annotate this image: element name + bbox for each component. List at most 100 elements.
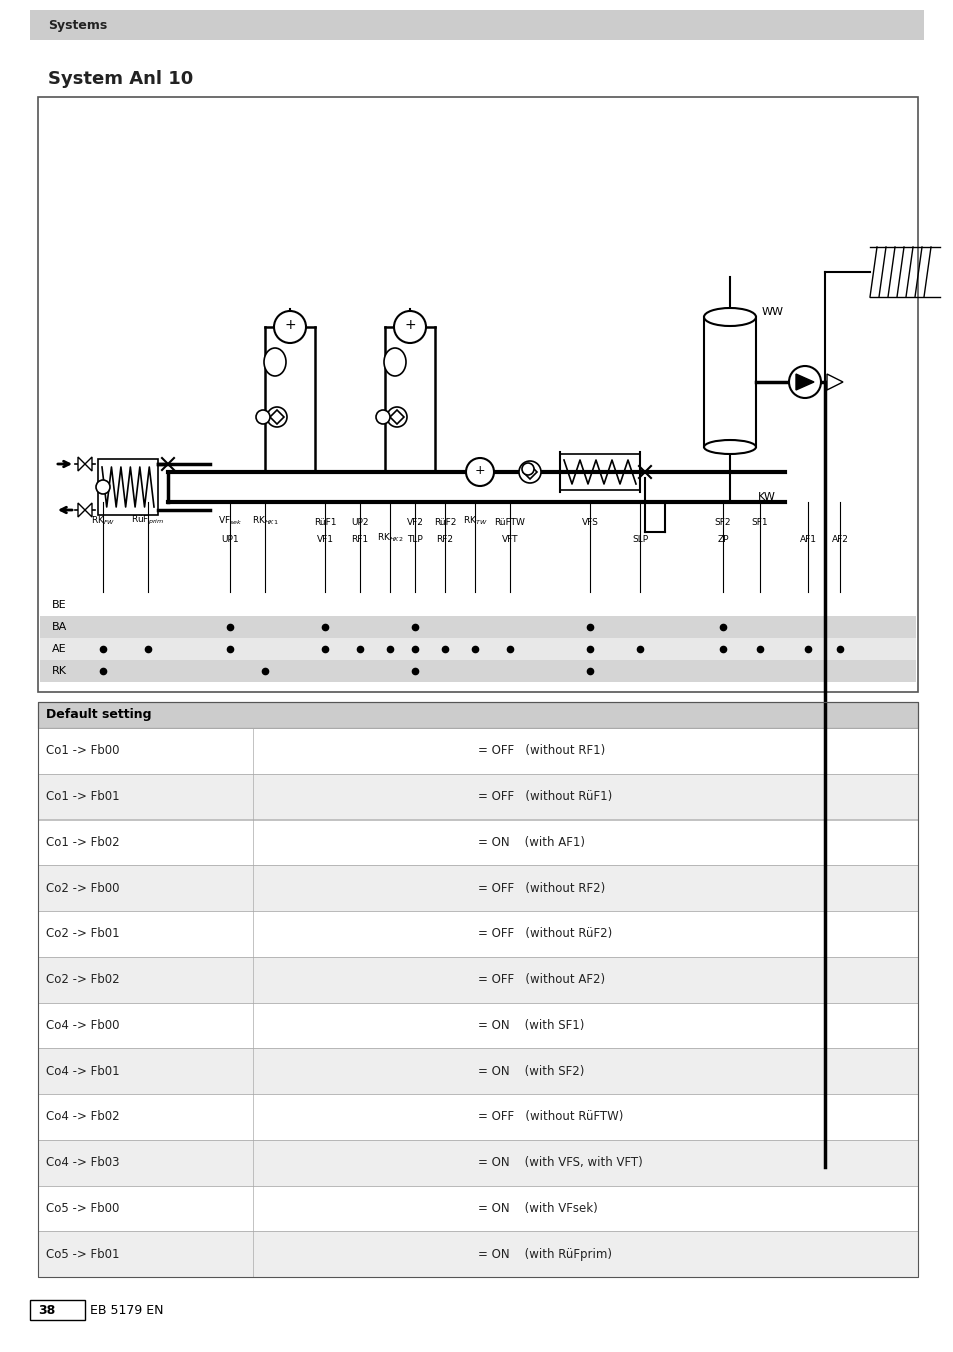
Bar (38, 727, 917, 773)
Bar (40, 617, 915, 638)
Polygon shape (85, 457, 91, 470)
Text: = ON    (with RüFprim): = ON (with RüFprim) (477, 1248, 612, 1260)
Ellipse shape (264, 347, 286, 376)
Text: RK$_{TW}$: RK$_{TW}$ (462, 515, 487, 527)
Text: RF1: RF1 (351, 535, 368, 544)
Text: AF1: AF1 (799, 535, 816, 544)
Polygon shape (78, 503, 85, 516)
Bar (98, 458, 158, 515)
Text: RK$_{FW}$: RK$_{FW}$ (91, 515, 115, 527)
Text: Co1 -> Fb02: Co1 -> Fb02 (46, 836, 119, 849)
Text: VF2: VF2 (406, 518, 423, 527)
Text: = ON    (with VFS, with VFT): = ON (with VFS, with VFT) (477, 1156, 642, 1169)
Text: TLP: TLP (407, 535, 422, 544)
Text: BA: BA (52, 622, 67, 631)
Polygon shape (85, 503, 91, 516)
Text: Co4 -> Fb02: Co4 -> Fb02 (46, 1110, 119, 1124)
Circle shape (518, 461, 540, 483)
Bar (38, 702, 917, 727)
Text: = ON    (with SF1): = ON (with SF1) (477, 1019, 584, 1032)
Text: = ON    (with AF1): = ON (with AF1) (477, 836, 584, 849)
Text: VF$_{sek}$: VF$_{sek}$ (217, 515, 242, 527)
Circle shape (394, 311, 426, 343)
Text: +: + (475, 465, 485, 477)
Circle shape (521, 462, 534, 475)
Text: RK: RK (52, 667, 67, 676)
Text: Co2 -> Fb01: Co2 -> Fb01 (46, 927, 119, 941)
Text: Co4 -> Fb00: Co4 -> Fb00 (46, 1019, 119, 1032)
Bar (38, 1094, 917, 1140)
Text: ZP: ZP (717, 535, 728, 544)
Polygon shape (826, 375, 842, 389)
Text: Co1 -> Fb00: Co1 -> Fb00 (46, 745, 119, 757)
Text: Co4 -> Fb01: Co4 -> Fb01 (46, 1064, 119, 1078)
Text: RüF$_{prim}$: RüF$_{prim}$ (132, 514, 165, 527)
Text: VFT: VFT (501, 535, 517, 544)
Text: RüF1: RüF1 (314, 518, 335, 527)
Circle shape (375, 410, 390, 425)
Circle shape (788, 366, 821, 397)
Bar (38, 97, 917, 692)
Text: +: + (404, 318, 416, 333)
Circle shape (274, 311, 306, 343)
Polygon shape (522, 465, 537, 479)
Text: RüF2: RüF2 (434, 518, 456, 527)
Text: SF2: SF2 (714, 518, 731, 527)
Bar (38, 957, 917, 1002)
Text: Systems: Systems (48, 19, 107, 31)
Bar (38, 1186, 917, 1232)
Text: = OFF   (without RüF1): = OFF (without RüF1) (477, 790, 612, 803)
Text: SF1: SF1 (751, 518, 767, 527)
Bar (40, 660, 915, 681)
Polygon shape (795, 375, 813, 389)
Text: WW: WW (761, 307, 783, 316)
Circle shape (465, 458, 494, 485)
Bar (38, 773, 917, 819)
Text: RF2: RF2 (436, 535, 453, 544)
Text: = OFF   (without RüFTW): = OFF (without RüFTW) (477, 1110, 622, 1124)
Text: = ON    (with SF2): = ON (with SF2) (477, 1064, 584, 1078)
Text: EB 5179 EN: EB 5179 EN (90, 1303, 163, 1317)
Circle shape (267, 407, 287, 427)
Text: BE: BE (52, 600, 67, 610)
Text: VF1: VF1 (316, 535, 334, 544)
Text: Co2 -> Fb00: Co2 -> Fb00 (46, 882, 119, 895)
Circle shape (387, 407, 407, 427)
Bar (38, 819, 917, 865)
Text: = OFF   (without RF2): = OFF (without RF2) (477, 882, 604, 895)
Circle shape (96, 480, 110, 493)
Polygon shape (390, 410, 403, 425)
Text: 38: 38 (38, 1303, 55, 1317)
Text: AF2: AF2 (831, 535, 847, 544)
Text: = OFF   (without AF2): = OFF (without AF2) (477, 973, 604, 986)
Text: SLP: SLP (631, 535, 647, 544)
Bar (38, 865, 917, 911)
Circle shape (255, 410, 270, 425)
Text: RK$_{HK1}$: RK$_{HK1}$ (252, 515, 278, 527)
Text: Co5 -> Fb00: Co5 -> Fb00 (46, 1202, 119, 1215)
Ellipse shape (384, 347, 406, 376)
Text: AE: AE (52, 644, 67, 654)
Text: UP1: UP1 (221, 535, 238, 544)
Bar (30, 1301, 85, 1320)
Polygon shape (78, 457, 85, 470)
Text: = OFF   (without RF1): = OFF (without RF1) (477, 745, 604, 757)
Text: Co1 -> Fb01: Co1 -> Fb01 (46, 790, 119, 803)
Text: UP2: UP2 (351, 518, 369, 527)
Text: Co5 -> Fb01: Co5 -> Fb01 (46, 1248, 119, 1260)
Bar (38, 1002, 917, 1048)
Bar (38, 1232, 917, 1278)
Ellipse shape (703, 439, 755, 454)
Text: Co4 -> Fb03: Co4 -> Fb03 (46, 1156, 119, 1169)
Text: = ON    (with VFsek): = ON (with VFsek) (477, 1202, 598, 1215)
Text: +: + (284, 318, 295, 333)
Bar (38, 1048, 917, 1094)
Bar (30, 9, 923, 41)
Bar (38, 1140, 917, 1186)
Polygon shape (270, 410, 284, 425)
Bar (38, 911, 917, 957)
Text: RüFTW: RüFTW (494, 518, 525, 527)
Text: Default setting: Default setting (46, 708, 152, 722)
Ellipse shape (703, 308, 755, 326)
Bar (40, 594, 915, 617)
